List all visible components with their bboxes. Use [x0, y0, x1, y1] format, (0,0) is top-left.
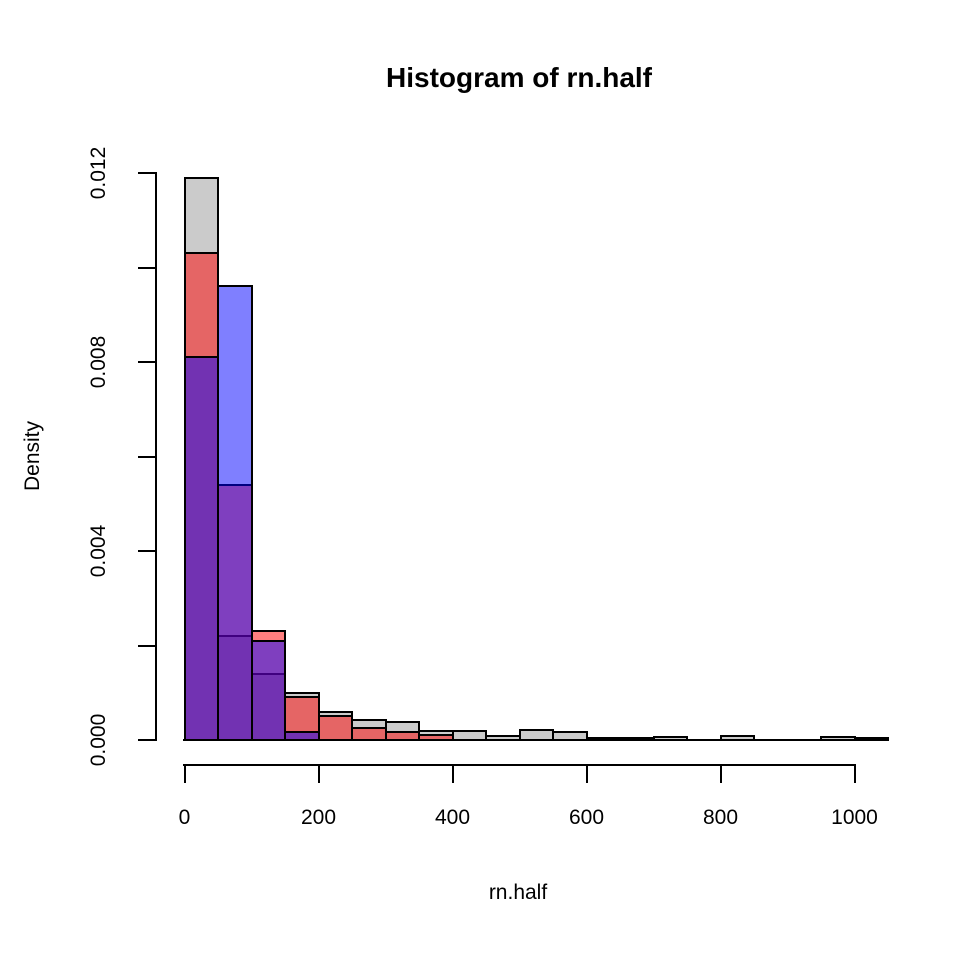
y-tick — [138, 455, 156, 458]
red-histogram-bar-300-350 — [384, 730, 420, 741]
x-axis-title: rn.half — [488, 881, 548, 904]
y-axis-line — [155, 172, 157, 741]
x-tick — [853, 764, 856, 783]
y-tick — [138, 644, 156, 647]
x-tick — [183, 764, 186, 783]
x-tick-label: 600 — [568, 806, 605, 829]
gray-histogram-bar-650-700 — [619, 737, 655, 742]
x-tick-label: 0 — [178, 806, 191, 829]
red-histogram-bar-250-300 — [351, 726, 387, 741]
red-histogram-bar-350-400 — [418, 734, 454, 741]
x-tick — [451, 764, 454, 783]
gray-histogram-bar-450-500 — [485, 735, 521, 741]
y-tick-label: 0.008 — [87, 335, 110, 389]
x-tick — [585, 764, 588, 783]
gray-histogram-bar-800-850 — [719, 734, 755, 741]
y-tick — [138, 172, 156, 174]
y-axis-title: Density — [21, 420, 44, 492]
y-tick — [138, 739, 156, 741]
x-tick — [719, 764, 722, 783]
gray-histogram-bar-950-1000 — [820, 736, 856, 741]
gray-histogram-bar-500-550 — [518, 729, 554, 741]
x-tick — [317, 764, 320, 783]
gray-histogram-bar-550-600 — [552, 731, 588, 741]
red-histogram-bar-200-250 — [317, 715, 353, 741]
x-tick-label: 1000 — [831, 806, 878, 829]
x-tick-label: 800 — [702, 806, 739, 829]
y-tick — [138, 266, 156, 269]
x-tick-label: 200 — [300, 806, 337, 829]
y-tick-label: 0.012 — [87, 146, 110, 200]
x-tick-label: 400 — [434, 806, 471, 829]
blue-histogram-bar-50-100 — [217, 285, 253, 741]
y-tick-label: 0.000 — [87, 713, 110, 767]
blue-histogram-bar-0-50 — [183, 356, 219, 741]
y-tick-label: 0.004 — [87, 524, 110, 578]
x-axis-line — [183, 764, 856, 766]
blue-histogram-bar-100-150 — [250, 639, 286, 741]
y-tick — [138, 361, 156, 363]
chart-title: Histogram of rn.half — [385, 62, 653, 93]
gray-histogram-bar-1000-1050 — [853, 737, 889, 742]
gray-histogram-bar-400-450 — [451, 730, 487, 741]
gray-histogram-bar-700-750 — [652, 736, 688, 741]
y-tick — [138, 550, 156, 552]
blue-histogram-bar-150-200 — [284, 731, 320, 741]
gray-histogram-bar-600-650 — [585, 737, 621, 742]
